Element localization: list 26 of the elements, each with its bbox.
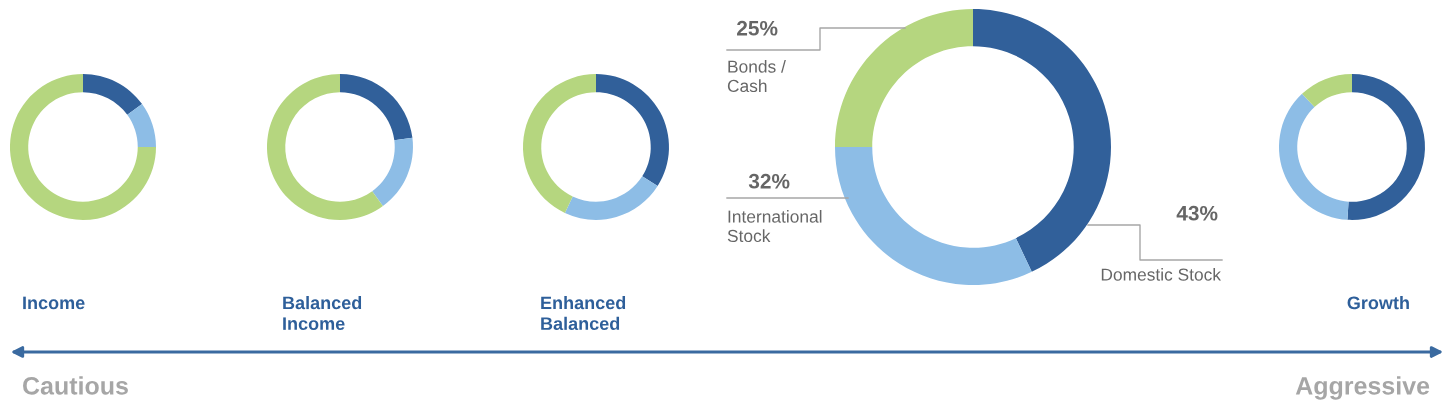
donut-slice [1279,93,1349,220]
donut-slice [1302,74,1352,108]
donut-slice [267,74,383,220]
donut-slice [835,147,1032,285]
donut-slice [10,74,156,220]
donut-slice [340,74,413,141]
text: Income [23,296,85,310]
donut-slice [372,137,413,207]
text: Growth [1347,296,1409,310]
donut-slice [127,104,156,147]
donut-slice [523,74,596,214]
text: Cautious [23,376,128,395]
donut-slice [83,74,143,115]
donut-slice [835,9,973,147]
text: Aggressive [1295,376,1430,400]
data-label: 43% [1176,205,1218,221]
donut-slice [564,176,658,220]
slice-label: International Stock [727,210,822,243]
slice-label: Bonds / Cash [727,60,786,93]
text: Enhanced Balanced [541,296,626,331]
data-label: 32% [748,173,790,189]
text: Balanced Income [283,296,362,331]
donut-slice [1347,74,1425,220]
donut-slice [596,74,669,187]
slice-label: Domestic Stock [1101,268,1222,281]
data-label: 25% [737,20,778,36]
